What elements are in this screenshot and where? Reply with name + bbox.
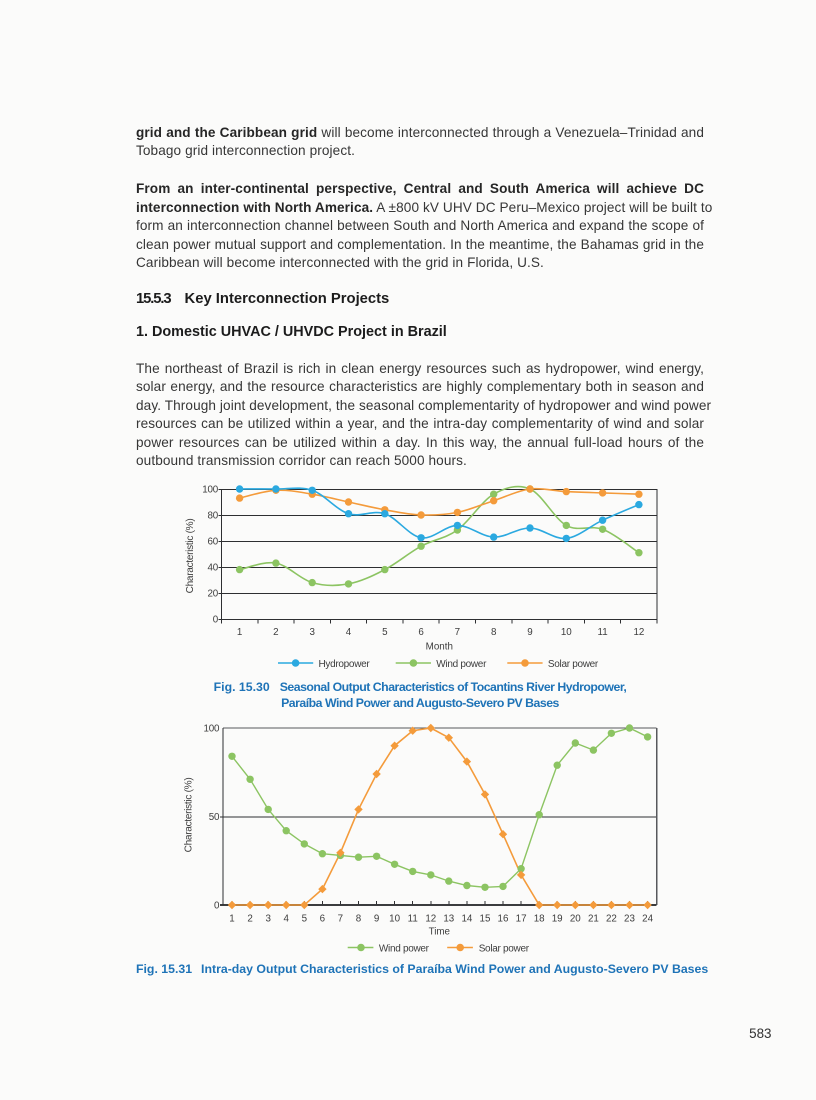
svg-text:7: 7 xyxy=(455,627,460,638)
svg-text:5: 5 xyxy=(302,913,308,924)
svg-text:12: 12 xyxy=(633,627,644,638)
svg-text:2: 2 xyxy=(273,627,278,638)
svg-text:40: 40 xyxy=(208,563,219,574)
svg-text:10: 10 xyxy=(561,627,572,638)
svg-text:7: 7 xyxy=(338,913,343,924)
svg-text:20: 20 xyxy=(570,913,581,924)
svg-text:19: 19 xyxy=(552,913,563,924)
svg-text:100: 100 xyxy=(204,724,220,735)
svg-text:10: 10 xyxy=(389,913,400,924)
svg-text:9: 9 xyxy=(527,627,532,638)
svg-text:60: 60 xyxy=(208,537,219,548)
svg-text:Wind power: Wind power xyxy=(436,659,487,670)
svg-text:21: 21 xyxy=(588,913,599,924)
svg-text:24: 24 xyxy=(642,913,653,924)
svg-text:9: 9 xyxy=(374,913,379,924)
svg-text:6: 6 xyxy=(320,913,326,924)
svg-text:8: 8 xyxy=(356,913,362,924)
svg-text:23: 23 xyxy=(624,913,635,924)
svg-text:5: 5 xyxy=(382,627,388,638)
svg-text:20: 20 xyxy=(208,589,219,600)
svg-text:1: 1 xyxy=(229,913,234,924)
svg-text:0: 0 xyxy=(214,901,220,912)
svg-text:Wind power: Wind power xyxy=(379,943,430,954)
svg-text:15: 15 xyxy=(480,913,491,924)
svg-text:4: 4 xyxy=(346,627,352,638)
svg-text:18: 18 xyxy=(534,913,545,924)
svg-text:0: 0 xyxy=(213,615,219,626)
svg-text:2: 2 xyxy=(247,913,252,924)
svg-text:13: 13 xyxy=(443,913,454,924)
svg-text:100: 100 xyxy=(202,485,218,496)
svg-text:16: 16 xyxy=(498,913,509,924)
svg-text:11: 11 xyxy=(598,627,608,638)
svg-text:Characteristic (%): Characteristic (%) xyxy=(183,778,194,853)
svg-text:12: 12 xyxy=(425,913,436,924)
svg-text:14: 14 xyxy=(461,913,472,924)
svg-text:17: 17 xyxy=(516,913,527,924)
svg-text:Time: Time xyxy=(429,927,451,938)
svg-text:Hydropower: Hydropower xyxy=(319,659,371,670)
svg-text:11: 11 xyxy=(408,913,418,924)
svg-text:3: 3 xyxy=(309,627,315,638)
svg-text:1: 1 xyxy=(237,627,242,638)
svg-text:22: 22 xyxy=(606,913,617,924)
svg-text:3: 3 xyxy=(265,913,271,924)
svg-text:50: 50 xyxy=(209,812,220,823)
svg-text:Characteristic (%): Characteristic (%) xyxy=(185,519,196,594)
svg-text:4: 4 xyxy=(283,913,289,924)
svg-text:80: 80 xyxy=(208,511,219,522)
svg-text:Solar power: Solar power xyxy=(548,659,599,670)
svg-text:8: 8 xyxy=(491,627,497,638)
svg-text:6: 6 xyxy=(418,627,424,638)
svg-text:Month: Month xyxy=(426,642,453,653)
svg-text:Solar power: Solar power xyxy=(479,943,530,954)
